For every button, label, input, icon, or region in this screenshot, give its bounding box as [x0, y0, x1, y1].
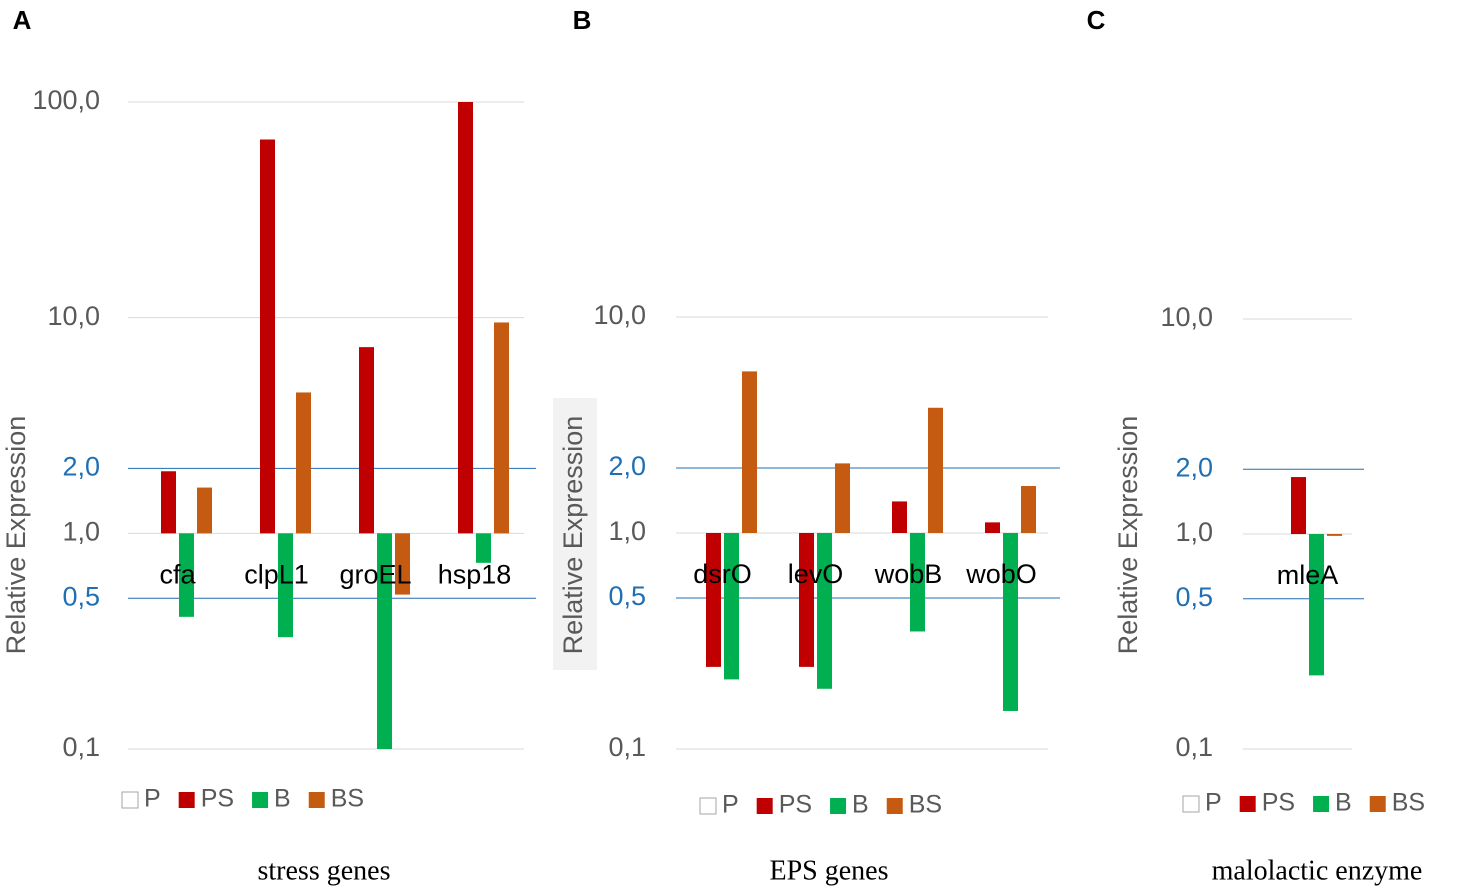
legend-label: BS — [909, 791, 942, 819]
legend-swatch — [308, 792, 325, 808]
category-label: cfa — [159, 559, 196, 589]
y-tick-label: 1,0 — [608, 516, 646, 546]
category-label: groEL — [339, 559, 411, 589]
x-title: EPS genes — [770, 855, 889, 886]
y-title: Relative Expression — [558, 416, 588, 655]
bar — [161, 471, 176, 534]
bar — [1021, 486, 1036, 533]
y-title: Relative Expression — [1113, 416, 1143, 655]
bar — [278, 533, 293, 638]
legend-swatch — [1313, 796, 1330, 812]
legend-swatch — [1369, 796, 1386, 812]
bar — [494, 322, 509, 534]
y-tick-label: 2,0 — [608, 451, 646, 481]
legend-swatch — [886, 798, 903, 814]
bar — [985, 522, 1000, 533]
category-label: levO — [788, 559, 844, 589]
bar — [928, 407, 943, 533]
legend-swatch — [1182, 795, 1200, 813]
bar — [1309, 534, 1324, 676]
y-tick-label: 0,5 — [62, 581, 100, 611]
bar — [724, 533, 739, 680]
bar — [892, 501, 907, 533]
bar — [458, 102, 473, 534]
category-label: clpL1 — [244, 559, 309, 589]
bar — [799, 533, 814, 667]
bar — [296, 392, 311, 534]
y-tick-label: 100,0 — [32, 85, 100, 115]
legend-swatch — [830, 798, 847, 814]
y-tick-label: 0,1 — [608, 732, 646, 762]
y-tick-label: 10,0 — [47, 301, 100, 331]
bar — [359, 347, 374, 534]
panel-letter: C — [1087, 5, 1106, 35]
panel-letter: A — [13, 5, 32, 35]
legend-swatch — [178, 792, 195, 808]
y-tick-label: 10,0 — [593, 300, 646, 330]
bar — [197, 487, 212, 534]
x-title: malolactic enzyme — [1212, 855, 1423, 886]
legend-label: BS — [1392, 789, 1425, 817]
y-tick-label: 2,0 — [62, 452, 100, 482]
y-tick-label: 0,5 — [608, 581, 646, 611]
bar — [706, 533, 721, 667]
category-label: wobO — [965, 559, 1037, 589]
legend-label: BS — [331, 785, 364, 813]
legend-label: B — [1335, 789, 1352, 817]
y-tick-label: 0,1 — [62, 732, 100, 762]
legend-swatch — [252, 792, 269, 808]
bar — [476, 533, 491, 563]
legend-label: P — [1205, 789, 1222, 817]
y-tick-label: 0,1 — [1175, 732, 1213, 762]
category-label: hsp18 — [438, 559, 512, 589]
panel-letter: B — [573, 5, 592, 35]
legend-label: B — [274, 785, 291, 813]
y-tick-label: 0,5 — [1175, 582, 1213, 612]
legend-swatch — [699, 797, 717, 815]
bar — [260, 139, 275, 534]
legend-label: P — [144, 785, 161, 813]
legend-swatch — [121, 791, 139, 809]
y-tick-label: 2,0 — [1175, 452, 1213, 482]
legend-label: P — [722, 791, 739, 819]
y-tick-label: 10,0 — [1160, 302, 1213, 332]
bar — [395, 533, 410, 595]
bar — [1327, 534, 1342, 536]
bar — [377, 533, 392, 749]
legend-label: PS — [201, 785, 234, 813]
legend-swatch — [756, 798, 773, 814]
bar — [179, 533, 194, 617]
y-tick-label: 1,0 — [1175, 517, 1213, 547]
legend-label: B — [852, 791, 869, 819]
legend-label: PS — [1262, 789, 1295, 817]
bar — [910, 533, 925, 632]
bar — [817, 533, 832, 689]
category-label: dsrO — [693, 559, 752, 589]
category-label: mleA — [1277, 560, 1339, 590]
y-title-background — [553, 398, 597, 670]
y-tick-label: 1,0 — [62, 516, 100, 546]
legend-label: PS — [779, 791, 812, 819]
y-title: Relative Expression — [1, 416, 31, 655]
bar — [835, 463, 850, 533]
x-title: stress genes — [258, 855, 391, 886]
bar — [1003, 533, 1018, 711]
bar — [1291, 477, 1306, 534]
bar — [742, 371, 757, 533]
legend-swatch — [1239, 796, 1256, 812]
category-label: wobB — [874, 559, 943, 589]
